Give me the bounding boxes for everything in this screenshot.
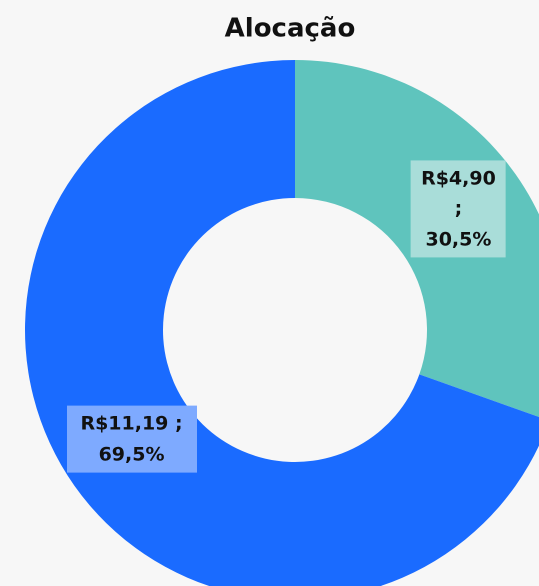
chart-title: Alocação: [225, 14, 356, 44]
value-label: R$4,90 ; 30,5%: [411, 160, 506, 258]
value-label: R$11,19 ; 69,5%: [66, 405, 197, 473]
